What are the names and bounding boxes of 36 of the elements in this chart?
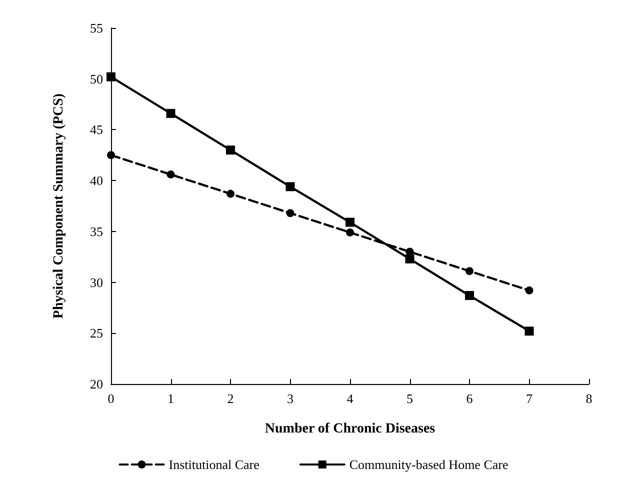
- y-axis-title: Physical Component Summary (PCS): [52, 93, 66, 319]
- point: [525, 286, 534, 294]
- point: [286, 209, 294, 218]
- legend-label: Community-based Home Care: [349, 457, 508, 472]
- point: [286, 182, 295, 192]
- point: [465, 291, 474, 300]
- point: [226, 146, 235, 155]
- x-tick-label: 7: [526, 391, 533, 406]
- x-tick-label: 2: [227, 391, 234, 406]
- point: [524, 326, 534, 336]
- point: [107, 151, 115, 160]
- point: [466, 267, 474, 276]
- x-tick-label: 8: [586, 391, 592, 406]
- x-tick-label: 3: [287, 391, 294, 406]
- y-tick-label: 40: [90, 173, 103, 188]
- point: [405, 254, 414, 264]
- y-tick-label: 20: [90, 376, 103, 392]
- point: [106, 72, 116, 82]
- point: [346, 228, 354, 236]
- x-axis-title: Number of Chronic Diseases: [264, 422, 436, 436]
- y-tick-label: 50: [90, 71, 103, 86]
- point: [226, 190, 234, 198]
- y-tick-label: 55: [90, 20, 103, 36]
- y-tick-label: 45: [90, 122, 103, 138]
- point: [166, 170, 175, 178]
- y-tick-label: 30: [90, 274, 103, 290]
- x-tick-label: 6: [466, 391, 474, 406]
- x-tick-label: 5: [406, 391, 413, 406]
- point: [346, 218, 354, 227]
- x-tick-label: 1: [168, 391, 174, 406]
- point: [166, 108, 176, 118]
- y-tick-label: 25: [90, 326, 103, 341]
- legend-label: Institutional Care: [168, 457, 260, 472]
- y-tick-label: 35: [90, 224, 103, 239]
- x-tick-label: 4: [346, 391, 354, 406]
- x-tick-label: 0: [108, 391, 114, 406]
